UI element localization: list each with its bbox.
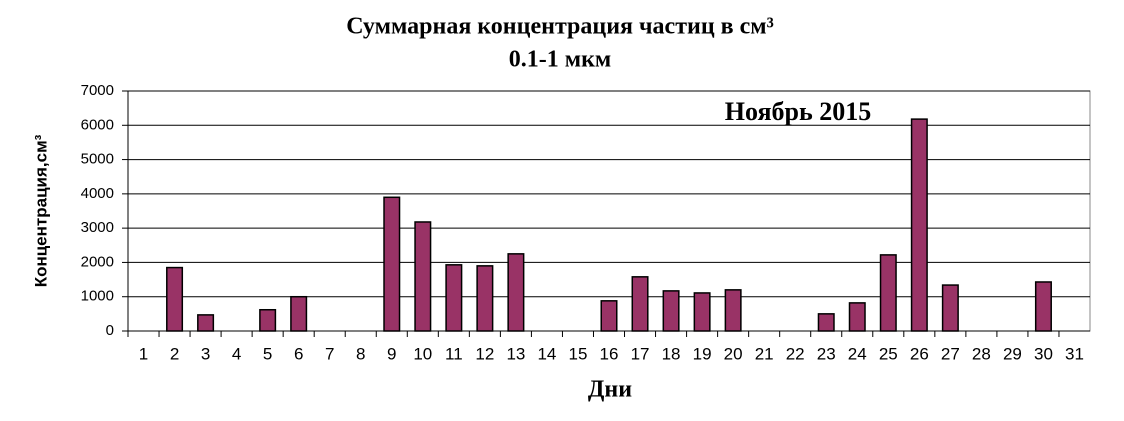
bar: [600, 300, 618, 332]
x-tick-label: 3: [201, 344, 210, 363]
y-tick-label: 2000: [81, 253, 114, 270]
bar: [879, 254, 897, 332]
x-tick-label: 17: [631, 344, 650, 363]
x-tick-label: 27: [941, 344, 960, 363]
x-tick-label: 12: [475, 344, 494, 363]
x-tick-label: 20: [724, 344, 743, 363]
y-tick-label: 5000: [81, 151, 114, 168]
bar: [290, 295, 308, 332]
x-tick-label: 18: [662, 344, 681, 363]
bar: [383, 196, 401, 332]
bar: [693, 292, 711, 332]
x-tick-label: 31: [1065, 344, 1084, 363]
chart-title: Суммарная концентрация частиц в см³: [346, 14, 774, 40]
x-tick-label: 14: [537, 344, 556, 363]
y-axis-label: Концентрация,см³: [31, 134, 50, 287]
x-tick-label: 1: [139, 344, 148, 363]
x-tick-label: 28: [972, 344, 991, 363]
x-tick-label: 8: [356, 344, 365, 363]
bar: [414, 221, 432, 332]
y-tick-label: 3000: [81, 219, 114, 236]
x-tick-label: 13: [506, 344, 525, 363]
x-tick-label: 2: [170, 344, 179, 363]
y-tick-label: 0: [106, 322, 114, 339]
x-tick-label: 26: [910, 344, 929, 363]
bar: [631, 276, 649, 332]
x-tick-label: 11: [445, 344, 463, 363]
bar: [724, 289, 742, 332]
x-tick-label: 23: [817, 344, 836, 363]
bar: [1034, 281, 1052, 332]
x-tick-label: 10: [413, 344, 432, 363]
bar: [507, 253, 525, 332]
x-tick-label: 30: [1034, 344, 1053, 363]
x-tick-label: 22: [786, 344, 805, 363]
bar: [445, 264, 463, 332]
bar: [476, 265, 494, 332]
bar: [848, 302, 866, 332]
x-tick-label: 6: [294, 344, 303, 363]
bar: [662, 290, 680, 332]
y-tick-label: 7000: [81, 82, 114, 99]
x-tick-label: 5: [263, 344, 272, 363]
bar: [941, 284, 959, 332]
bar: [817, 313, 835, 332]
y-tick-label: 4000: [81, 185, 114, 202]
x-tick-label: 4: [232, 344, 241, 363]
x-tick-label: 16: [600, 344, 619, 363]
bar: [259, 308, 277, 332]
x-tick-label: 7: [325, 344, 334, 363]
x-tick-label: 24: [848, 344, 867, 363]
x-axis-label: Дни: [588, 377, 632, 403]
bar: [197, 314, 215, 332]
annotation: Ноябрь 2015: [725, 97, 872, 126]
bar: [910, 118, 928, 332]
x-tick-label: 19: [693, 344, 712, 363]
x-tick-label: 15: [569, 344, 588, 363]
x-tick-label: 9: [387, 344, 396, 363]
x-tick-label: 29: [1003, 344, 1022, 363]
x-tick-label: 25: [879, 344, 898, 363]
bar: [166, 266, 184, 332]
x-tick-label: 21: [755, 344, 774, 363]
y-tick-label: 6000: [81, 116, 114, 133]
chart-subtitle: 0.1-1 мкм: [509, 47, 612, 73]
y-tick-label: 1000: [81, 288, 114, 305]
